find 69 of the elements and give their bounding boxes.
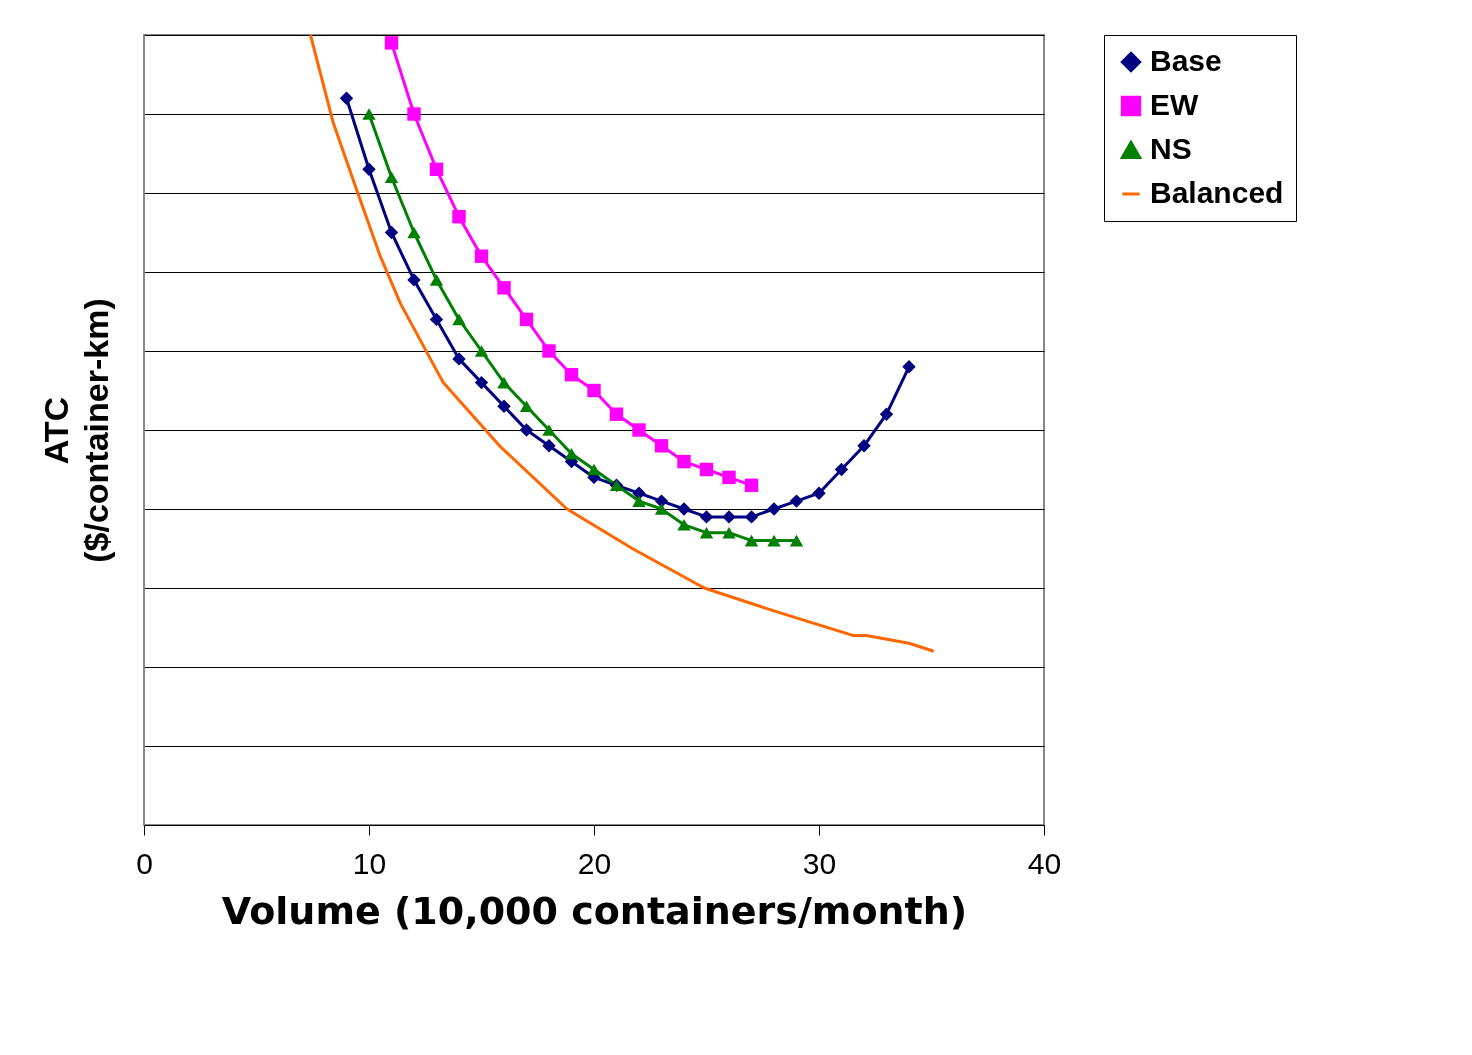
point bbox=[744, 534, 759, 547]
point bbox=[677, 518, 691, 531]
point bbox=[452, 209, 466, 224]
point bbox=[699, 510, 714, 524]
point bbox=[879, 407, 894, 421]
point bbox=[384, 225, 399, 240]
point bbox=[542, 344, 556, 358]
point bbox=[407, 226, 421, 239]
point bbox=[497, 281, 511, 295]
legend-label: NS bbox=[1150, 132, 1192, 165]
point bbox=[452, 313, 466, 326]
point bbox=[744, 478, 759, 493]
point bbox=[429, 274, 444, 286]
point bbox=[362, 162, 376, 177]
point bbox=[519, 400, 534, 413]
point bbox=[789, 534, 804, 547]
point bbox=[654, 503, 669, 515]
point bbox=[632, 486, 646, 500]
x-tick-label: 30 bbox=[802, 846, 837, 880]
point bbox=[407, 107, 421, 121]
point bbox=[834, 462, 849, 477]
x-tick-label: 0 bbox=[136, 846, 153, 880]
point bbox=[699, 526, 714, 539]
point bbox=[497, 399, 511, 414]
x-tick-label: 20 bbox=[577, 846, 612, 880]
point bbox=[789, 494, 804, 508]
point bbox=[699, 462, 714, 477]
point bbox=[474, 375, 489, 390]
point bbox=[722, 526, 736, 539]
point bbox=[564, 447, 579, 460]
point bbox=[362, 108, 376, 120]
legend-label: Balanced bbox=[1150, 176, 1284, 209]
point bbox=[587, 463, 601, 476]
x-tick-label: 40 bbox=[1027, 846, 1062, 880]
legend-label: Base bbox=[1150, 44, 1222, 77]
point bbox=[474, 249, 489, 263]
point bbox=[857, 439, 871, 453]
point bbox=[677, 454, 691, 469]
point bbox=[474, 345, 489, 357]
point bbox=[722, 470, 736, 485]
point bbox=[609, 407, 624, 421]
point bbox=[654, 439, 669, 453]
point bbox=[632, 495, 646, 507]
point bbox=[429, 162, 444, 177]
point bbox=[542, 439, 556, 453]
point bbox=[429, 312, 444, 327]
point bbox=[767, 502, 781, 516]
point bbox=[519, 312, 534, 327]
x-tick-label: 10 bbox=[352, 846, 387, 880]
x-axis-title: Volume (10,000 containers/month) bbox=[221, 888, 968, 933]
point bbox=[384, 171, 399, 184]
point bbox=[677, 502, 691, 516]
point bbox=[632, 423, 646, 437]
point bbox=[722, 510, 736, 524]
point bbox=[497, 376, 511, 389]
point bbox=[384, 36, 399, 50]
point bbox=[339, 91, 354, 105]
point bbox=[902, 360, 916, 374]
point bbox=[564, 367, 579, 382]
point bbox=[452, 352, 466, 366]
point bbox=[407, 273, 421, 287]
point bbox=[812, 486, 826, 500]
point bbox=[519, 423, 534, 437]
point bbox=[744, 510, 759, 524]
legend-label: EW bbox=[1150, 88, 1200, 121]
point bbox=[767, 534, 781, 547]
point bbox=[542, 424, 556, 436]
y-axis-title: ATC ($/container-km) bbox=[36, 298, 115, 563]
point bbox=[587, 383, 601, 398]
